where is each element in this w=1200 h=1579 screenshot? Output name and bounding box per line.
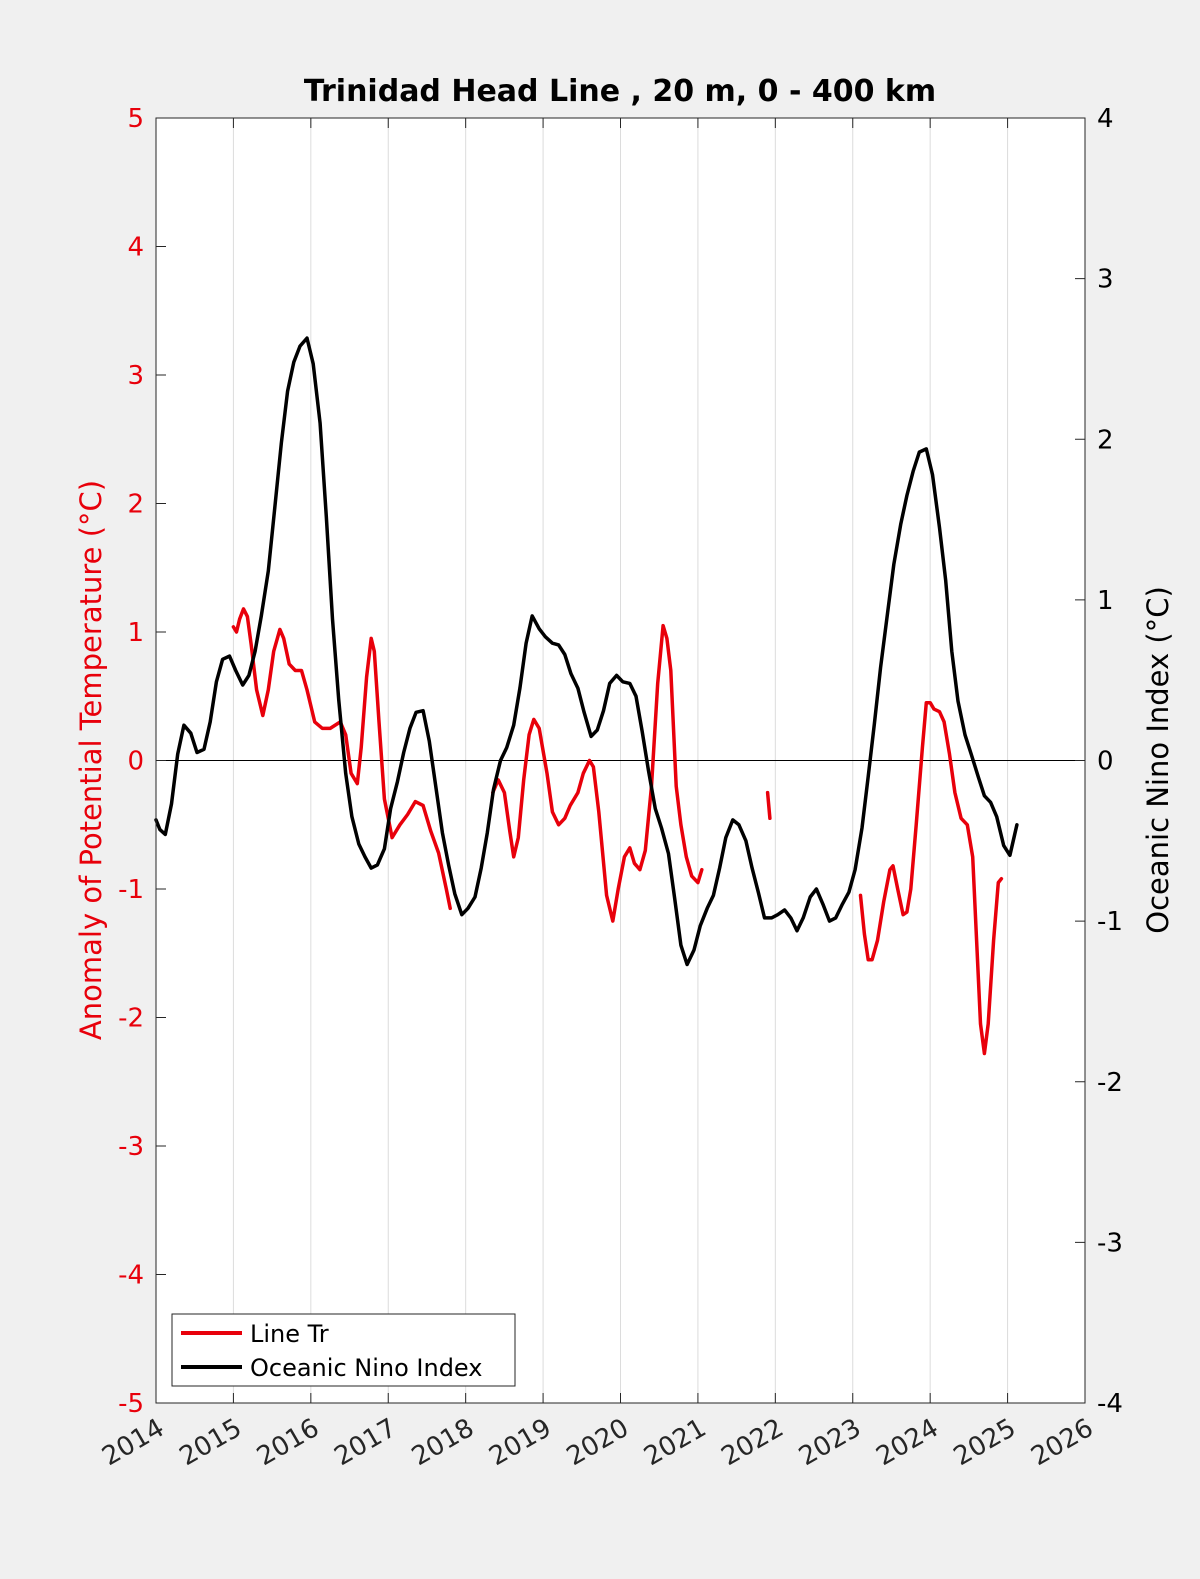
y-left-tick-label: -2 xyxy=(118,1004,144,1034)
series-line-tr-segment xyxy=(231,607,452,911)
y-axis-right-label: Oceanic Nino Index (°C) xyxy=(1141,586,1175,934)
y-left-tick-label: 2 xyxy=(127,490,144,520)
y-right-tick-label: 2 xyxy=(1097,425,1114,455)
y-left-tick-label: 4 xyxy=(127,233,144,263)
y-right-tick-label: -1 xyxy=(1097,907,1123,937)
chart-title: Trinidad Head Line , 20 m, 0 - 400 km xyxy=(304,74,936,109)
y-right-tick-label: 0 xyxy=(1097,747,1114,777)
y-axis-left-label: Anomaly of Potential Temperature (°C) xyxy=(74,480,108,1040)
series-oni-segment xyxy=(154,336,1019,967)
series-line-tr-segment xyxy=(858,700,1004,1056)
y-right-tick-label: 3 xyxy=(1097,265,1114,295)
series-layer xyxy=(154,336,1019,1056)
y-left-tick-label: -5 xyxy=(118,1389,144,1419)
y-left-tick-label: 3 xyxy=(127,361,144,391)
y-right-tick-label: 4 xyxy=(1097,104,1114,134)
y-right-tick-label: 1 xyxy=(1097,586,1114,616)
y-right-tick-layer: -4 -3 -2 -1 0 1 2 3 4 xyxy=(1075,104,1123,1419)
y-right-tick-label: -2 xyxy=(1097,1068,1123,1098)
y-right-tick-label: -3 xyxy=(1097,1228,1123,1258)
y-left-tick-label: 0 xyxy=(127,747,144,777)
series-line-tr-segment xyxy=(491,623,704,923)
y-left-tick-label: -3 xyxy=(118,1132,144,1162)
y-left-tick-label: 1 xyxy=(127,618,144,648)
y-left-tick-layer: -5 -4 -3 -2 -1 0 1 2 3 4 5 xyxy=(118,104,166,1419)
legend-label-oni: Oceanic Nino Index xyxy=(250,1354,482,1382)
y-left-tick-label: -1 xyxy=(118,875,144,905)
series-line-tr-segment xyxy=(765,790,772,821)
legend-box xyxy=(171,1313,516,1387)
y-left-tick-label: -4 xyxy=(118,1261,144,1291)
y-left-tick-label: 5 xyxy=(127,104,144,134)
legend: Line Tr Oceanic Nino Index xyxy=(171,1313,516,1387)
legend-label-line-tr: Line Tr xyxy=(250,1320,329,1348)
y-right-tick-label: -4 xyxy=(1097,1389,1123,1419)
